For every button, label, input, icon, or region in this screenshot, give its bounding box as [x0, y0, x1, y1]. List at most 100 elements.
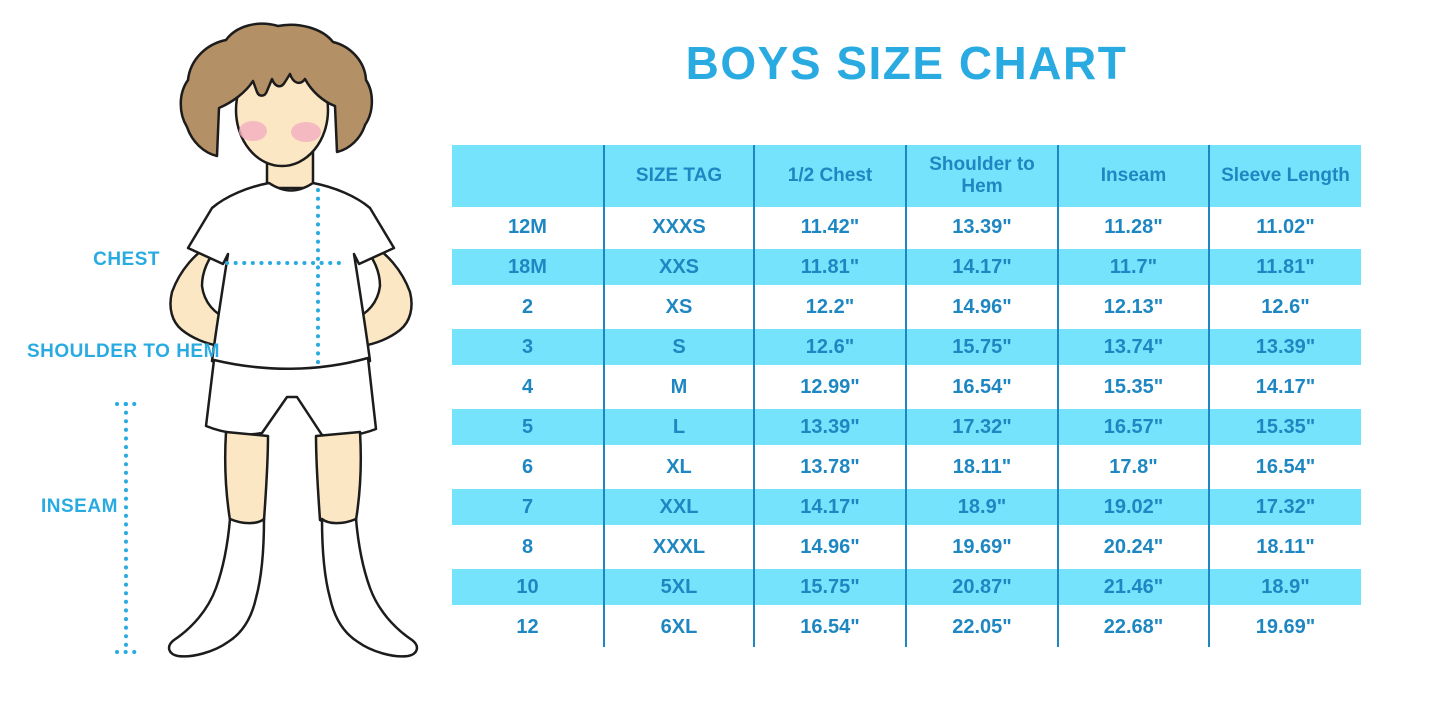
table-cell: 15.35": [1057, 367, 1208, 407]
row-size-label: 10: [452, 567, 603, 607]
page-title: BOYS SIZE CHART: [685, 37, 1128, 89]
table-cell: 14.17": [905, 247, 1057, 287]
table-cell: 19.02": [1057, 487, 1208, 527]
header-sleeve-length: Sleeve Length: [1208, 145, 1361, 207]
table-header-row: SIZE TAG 1/2 Chest Shoulder to Hem Insea…: [452, 145, 1361, 207]
table-cell: 15.35": [1208, 407, 1361, 447]
table-cell: 20.24": [1057, 527, 1208, 567]
table-cell: 17.32": [905, 407, 1057, 447]
boy-sock-right: [320, 517, 419, 658]
table-cell: 18.11": [905, 447, 1057, 487]
table-cell: 12.99": [753, 367, 905, 407]
table-cell: 5XL: [603, 567, 753, 607]
table-cell: 12.6": [1208, 287, 1361, 327]
table-row: 6 XL 13.78" 18.11" 17.8" 16.54": [452, 447, 1361, 487]
row-size-label: 12M: [508, 215, 547, 238]
table-cell: 18.9": [905, 487, 1057, 527]
table-cell: 11.81": [1208, 247, 1361, 287]
inseam-label: INSEAM: [41, 496, 118, 517]
header-size-tag: SIZE TAG: [603, 145, 753, 207]
table-row: 3 S 12.6" 15.75" 13.74" 13.39": [452, 327, 1361, 367]
table-cell: 11.42": [753, 207, 905, 247]
row-size-label: 4: [521, 375, 534, 398]
boy-leg-right: [314, 430, 363, 526]
table-cell: 17.32": [1208, 487, 1361, 527]
boy-measurement-figure: CHEST SHOULDER TO HEM INSEAM: [0, 0, 450, 723]
table-cell: 14.17": [1208, 367, 1361, 407]
table-cell: 15.75": [753, 567, 905, 607]
boy-arm-right: [350, 242, 413, 348]
table-cell: 22.68": [1057, 607, 1208, 647]
row-size-label: 7: [452, 487, 603, 527]
table-cell: 15.75": [905, 327, 1057, 367]
table-cell: 13.74": [1057, 327, 1208, 367]
boy-leg-left: [223, 430, 270, 526]
boy-shorts: [204, 356, 378, 438]
table-cell: 20.87": [905, 567, 1057, 607]
table-cell: 13.39": [1208, 327, 1361, 367]
table-cell: 13.78": [753, 447, 905, 487]
table-cell: 6XL: [603, 607, 753, 647]
chest-label: CHEST: [93, 249, 160, 270]
table-cell: 16.54": [1208, 447, 1361, 487]
row-size-label: 12: [516, 615, 539, 638]
table-row: 12M XXXS 11.42" 13.39" 11.28" 11.02": [452, 207, 1361, 247]
table-cell: 11.81": [753, 247, 905, 287]
table-cell: XXXS: [603, 207, 753, 247]
table-cell: 16.54": [905, 367, 1057, 407]
table-cell: 19.69": [905, 527, 1057, 567]
row-size-label: 5: [452, 407, 603, 447]
table-cell: 18.11": [1208, 527, 1361, 567]
boy-hair: [179, 22, 374, 158]
table-row: 4 M 12.99" 16.54" 15.35" 14.17": [452, 367, 1361, 407]
boy-illustration: [115, 22, 419, 658]
table-cell: 11.7": [1057, 247, 1208, 287]
table-cell: 19.69": [1208, 607, 1361, 647]
table-cell: 17.8": [1057, 447, 1208, 487]
row-size-label: 6: [521, 455, 534, 478]
header-size: [452, 145, 603, 207]
table-cell: L: [603, 407, 753, 447]
table-cell: XS: [603, 287, 753, 327]
table-row: 5 L 13.39" 17.32" 16.57" 15.35": [452, 407, 1361, 447]
header-inseam: Inseam: [1057, 145, 1208, 207]
table-cell: S: [603, 327, 753, 367]
table-cell: XL: [603, 447, 753, 487]
table-cell: 11.02": [1208, 207, 1361, 247]
table-cell: 12.6": [753, 327, 905, 367]
row-size-label: 8: [521, 535, 534, 558]
table-cell: 16.54": [753, 607, 905, 647]
table-cell: 12.2": [753, 287, 905, 327]
table-cell: 11.28": [1057, 207, 1208, 247]
table-cell: 13.39": [905, 207, 1057, 247]
table-row: 10 5XL 15.75" 20.87" 21.46" 18.9": [452, 567, 1361, 607]
size-table-body: 12M XXXS 11.42" 13.39" 11.28" 11.02" 18M XXS 11.…: [452, 207, 1361, 647]
header-shoulder-to-hem: Shoulder to Hem: [905, 145, 1057, 207]
size-chart-table: SIZE TAG 1/2 Chest Shoulder to Hem Insea…: [452, 145, 1361, 647]
table-cell: XXXL: [603, 527, 753, 567]
table-row: 12 6XL 16.54" 22.05" 22.68" 19.69": [452, 607, 1361, 647]
table-cell: 14.17": [753, 487, 905, 527]
boy-cheek-right: [291, 122, 321, 142]
table-cell: XXS: [603, 247, 753, 287]
table-cell: M: [603, 367, 753, 407]
table-cell: 18.9": [1208, 567, 1361, 607]
table-cell: 14.96": [753, 527, 905, 567]
table-row: 2 XS 12.2" 14.96" 12.13" 12.6": [452, 287, 1361, 327]
row-size-label: 3: [452, 327, 603, 367]
boy-sock-left: [167, 517, 266, 658]
table-cell: 13.39": [753, 407, 905, 447]
table-row: 8 XXXL 14.96" 19.69" 20.24" 18.11": [452, 527, 1361, 567]
row-size-label: 2: [521, 295, 534, 318]
table-row: 7 XXL 14.17" 18.9" 19.02" 17.32": [452, 487, 1361, 527]
table-row: 18M XXS 11.81" 14.17" 11.7" 11.81": [452, 247, 1361, 287]
table-cell: 16.57": [1057, 407, 1208, 447]
header-half-chest: 1/2 Chest: [753, 145, 905, 207]
boy-cheek-left: [239, 121, 267, 141]
table-cell: XXL: [603, 487, 753, 527]
shoulder-to-hem-label: SHOULDER TO HEM: [27, 341, 220, 362]
table-cell: 14.96": [905, 287, 1057, 327]
row-size-label: 18M: [452, 247, 603, 287]
table-cell: 22.05": [905, 607, 1057, 647]
